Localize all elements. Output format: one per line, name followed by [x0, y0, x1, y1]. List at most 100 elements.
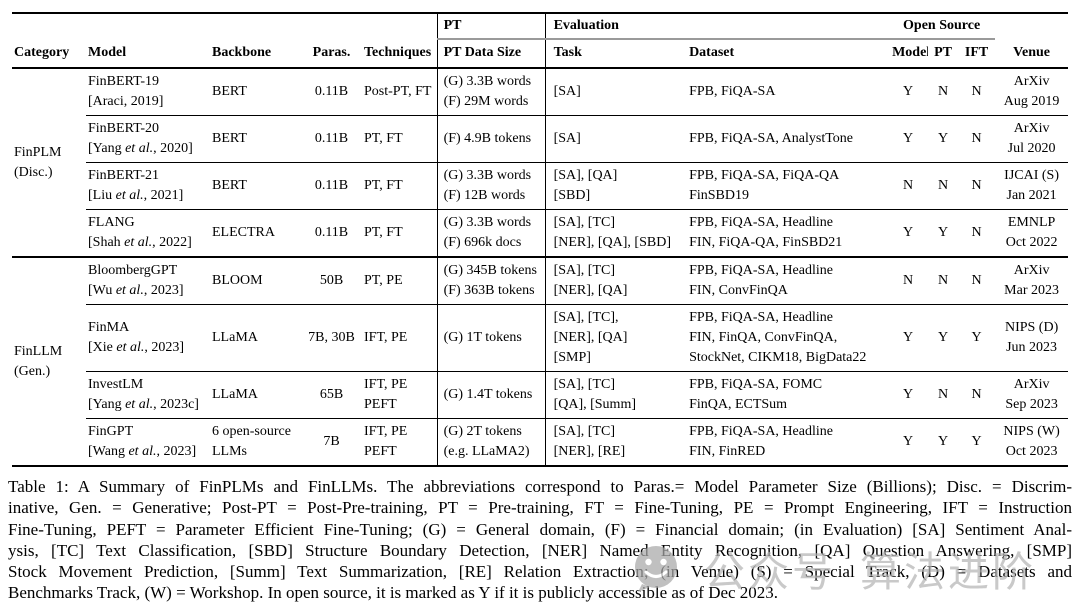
cell-pt-data-size: (G) 3.3B words (F) 29M words [436, 68, 546, 116]
cell-category: FinPLM (Disc.) [14, 144, 62, 180]
table-row: FinLLM (Gen.) BloombergGPT [Wu et al., 2023… [12, 256, 1069, 466]
cell-paras: 0.11B [303, 209, 360, 257]
cell-techniques: PT, FT [360, 209, 438, 257]
table-row: InvestLM [Yang et al., 2023c] LLaMA 65B IFT,… [12, 371, 1069, 419]
cell-task: [SA] [553, 84, 581, 99]
cell-backbone: LLaMA [210, 371, 303, 419]
cell-paras: 0.11B [303, 162, 360, 210]
cell-open-source-pt: Y [928, 418, 959, 466]
cell-open-source-ift: N [958, 371, 996, 419]
cell-dataset: FPB, FiQA-SA, FOMC FinQA, ECTSum [683, 371, 889, 419]
cell-pt-data-size: (F) 4.9B tokens [436, 115, 546, 163]
cell-open-source-pt: Y [928, 304, 959, 372]
cell-venue: ArXiv Sep 2023 [995, 371, 1069, 419]
cell-venue: NIPS (W) Oct 2023 [995, 418, 1069, 466]
cell-backbone: BLOOM [210, 256, 303, 305]
cell-task: [SA], [TC] [NER], [QA] [545, 256, 684, 305]
cell-model: FLANG [Shah et al., 2022] [86, 209, 210, 257]
cell-model: InvestLM [Yang et al., 2023c] [86, 371, 210, 419]
cell-techniques: Post-PT, FT [364, 84, 432, 99]
table-row: FinMA [Xie et al., 2023] LLaMA 7B, 30B IFT, … [12, 304, 1069, 372]
cell-open-source-ift: N [971, 84, 982, 99]
table-row: FinBERT-21 [Liu et al., 2021] BERT 0.11B PT,… [12, 162, 1069, 210]
cell-model: BloombergGPT [Wu et al., 2023] [86, 256, 210, 305]
cell-model: FinBERT-21 [Liu et al., 2021] [86, 162, 210, 210]
cell-techniques: PT, PE [360, 256, 438, 305]
table-row: FLANG [Shah et al., 2022] ELECTRA 0.11B PT, … [12, 209, 1069, 257]
caption-line: Fine-Tuning, PEFT = Parameter Efficient … [8, 519, 1072, 539]
col-header-venue: Venue [995, 39, 1069, 69]
caption-line: Stock Movement Prediction, [Summ] Text S… [8, 562, 1072, 582]
column-header-row: Category Model Backbone Paras. Technique… [12, 39, 1069, 69]
caption-line: inative, Gen. = Generative; Post-PT = Po… [8, 498, 1072, 518]
table-caption: Table 1: A Summary of FinPLMs and FinLLM… [8, 476, 1072, 604]
cell-open-source-model: Y [888, 115, 929, 163]
cell-dataset: FPB, FiQA-SA [689, 84, 776, 99]
cell-pt-data-size: (G) 3.3B words (F) 696k docs [436, 209, 546, 257]
col-header-model: Model [86, 39, 210, 69]
cell-backbone: LLaMA [210, 304, 303, 372]
cell-paras: 7B, 30B [303, 304, 360, 372]
cell-backbone: BERT [210, 162, 303, 210]
cell-backbone: BERT [210, 115, 303, 163]
cell-open-source-ift: Y [958, 418, 996, 466]
col-header-techniques: Techniques [360, 39, 438, 69]
cell-venue: ArXiv Jul 2020 [995, 115, 1069, 163]
summary-table-wrap: PT Evaluation Open Source Category Model… [12, 12, 1069, 467]
finllm-summary-table: PT Evaluation Open Source Category Model… [12, 12, 1069, 467]
cell-category: FinLLM (Gen.) [12, 256, 86, 466]
col-header-paras: Paras. [303, 39, 360, 69]
cell-paras: 0.11B [314, 84, 349, 99]
cell-dataset: FPB, FiQA-SA, AnalystTone [683, 115, 889, 163]
col-group-open-source: Open Source [888, 13, 996, 40]
col-group-pt: PT [436, 13, 546, 40]
cell-techniques: IFT, PE PEFT [360, 371, 438, 419]
table-row: FinBERT-20 [Yang et al., 2020] BERT 0.11B PT… [12, 115, 1069, 163]
cell-task: [SA], [QA] [SBD] [545, 162, 684, 210]
cell-open-source-ift: Y [958, 304, 996, 372]
cell-pt-data-size: (G) 2T tokens (e.g. LLaMA2) [436, 418, 546, 466]
cell-model: FinGPT [Wang et al., 2023] [86, 418, 210, 466]
col-header-backbone: Backbone [210, 39, 303, 69]
caption-line: Table 1: A Summary of FinPLMs and FinLLM… [8, 477, 1072, 496]
cell-paras: 7B [303, 418, 360, 466]
cell-pt-data-size: (G) 1T tokens [436, 304, 546, 372]
table-row: FinGPT [Wang et al., 2023] 6 open-source LL… [12, 418, 1069, 466]
cell-open-source-model: Y [888, 304, 929, 372]
cell-pt-data-size: (G) 3.3B words (F) 12B words [436, 162, 546, 210]
cell-open-source-pt: N [928, 371, 959, 419]
cell-task: [SA], [TC] [QA], [Summ] [545, 371, 684, 419]
cell-dataset: FPB, FiQA-SA, Headline FIN, FinQA, ConvFi… [683, 304, 889, 372]
cell-open-source-model: Y [888, 209, 929, 257]
caption-line: Benchmarks Track, (W) = Workshop. In ope… [8, 583, 779, 603]
cell-venue: EMNLP Oct 2022 [995, 209, 1069, 257]
cell-open-source-pt: N [928, 162, 959, 210]
cell-techniques: IFT, PE PEFT [360, 418, 438, 466]
cell-pt-data-size: (G) 345B tokens (F) 363B tokens [436, 256, 546, 305]
col-header-category: Category [12, 39, 86, 69]
cell-backbone: BERT [212, 84, 247, 99]
cell-open-source-model: Y [888, 418, 929, 466]
cell-dataset: FPB, FiQA-SA, FiQA-QA FinSBD19 [683, 162, 889, 210]
col-header-pt-data-size: PT Data Size [436, 39, 546, 69]
cell-backbone: ELECTRA [210, 209, 303, 257]
group-header-row: PT Evaluation Open Source [12, 13, 1068, 40]
cell-techniques: PT, FT [360, 115, 438, 163]
col-group-evaluation: Evaluation [545, 13, 889, 40]
cell-open-source-model: N [888, 256, 929, 305]
col-header-dataset: Dataset [683, 39, 889, 69]
col-header-task: Task [545, 39, 684, 69]
cell-open-source-model: Y [903, 84, 914, 99]
col-header-os-model: Model [888, 39, 929, 69]
col-header-os-ift: IFT [958, 39, 996, 69]
cell-open-source-ift: N [958, 209, 996, 257]
cell-dataset: FPB, FiQA-SA, Headline FIN, ConvFinQA [683, 256, 889, 305]
cell-dataset: FPB, FiQA-SA, Headline FIN, FinRED [683, 418, 889, 466]
cell-task: [SA], [TC], [NER], [QA] [SMP] [545, 304, 684, 372]
cell-venue: IJCAI (S) Jan 2021 [995, 162, 1069, 210]
col-header-os-pt: PT [928, 39, 959, 69]
table-row: FinPLM (Disc.) FinBERT-19 [Araci, 2019] BERT… [12, 68, 1068, 180]
cell-paras: 65B [303, 371, 360, 419]
cell-task: [SA], [TC] [NER], [QA], [SBD] [545, 209, 684, 257]
cell-pt-data-size: (G) 1.4T tokens [436, 371, 546, 419]
